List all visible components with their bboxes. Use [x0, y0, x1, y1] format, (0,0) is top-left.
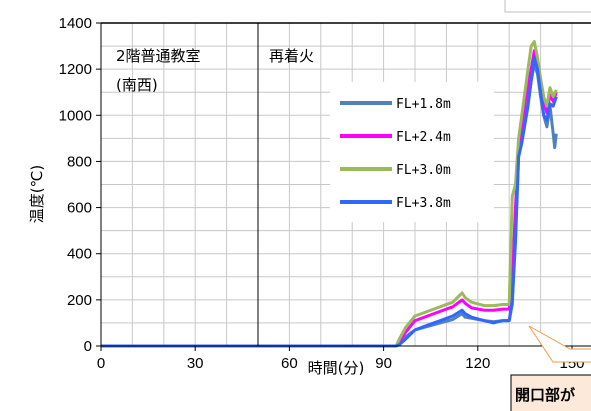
- y-tick-label: 0: [84, 338, 92, 355]
- legend: FL+1.8m FL+2.4m FL+3.0m FL+3.8m: [330, 82, 494, 222]
- y-tick-label: 800: [67, 153, 92, 170]
- y-tick-label: 1000: [59, 107, 92, 124]
- callout-box: [510, 374, 591, 411]
- y-tick-label: 400: [67, 246, 92, 263]
- reignition-label: 再着火: [269, 47, 314, 65]
- legend-box: [330, 82, 494, 222]
- x-tick-label: 60: [281, 355, 298, 372]
- room-label-line2: (南西): [116, 76, 158, 94]
- callout-text: 開口部が: [515, 386, 576, 404]
- y-tick-label: 1400: [59, 15, 92, 32]
- x-tick-label: 30: [187, 355, 204, 372]
- top-callout-box: [504, 0, 591, 13]
- series-line: [101, 56, 558, 348]
- series-line: [101, 40, 558, 348]
- y-axis-title: 温度(℃): [28, 165, 46, 224]
- x-axis-title: 時間(分): [308, 359, 365, 377]
- callout: 開口部が: [504, 0, 591, 411]
- y-tick-label: 1200: [59, 61, 92, 78]
- x-tick-label: 0: [97, 355, 105, 372]
- room-label-line1: 2階普通教室: [116, 47, 201, 65]
- legend-label: FL+3.8m: [396, 196, 451, 211]
- y-tick-label: 600: [67, 200, 92, 217]
- callout-pointer: [528, 325, 591, 363]
- legend-label: FL+1.8m: [396, 97, 451, 112]
- series-lines: [101, 40, 558, 348]
- x-tick-label: 120: [465, 355, 490, 372]
- legend-label: FL+3.0m: [396, 163, 451, 178]
- legend-label: FL+2.4m: [396, 130, 451, 145]
- x-tick-label: 90: [375, 355, 392, 372]
- y-tick-label: 200: [67, 292, 92, 309]
